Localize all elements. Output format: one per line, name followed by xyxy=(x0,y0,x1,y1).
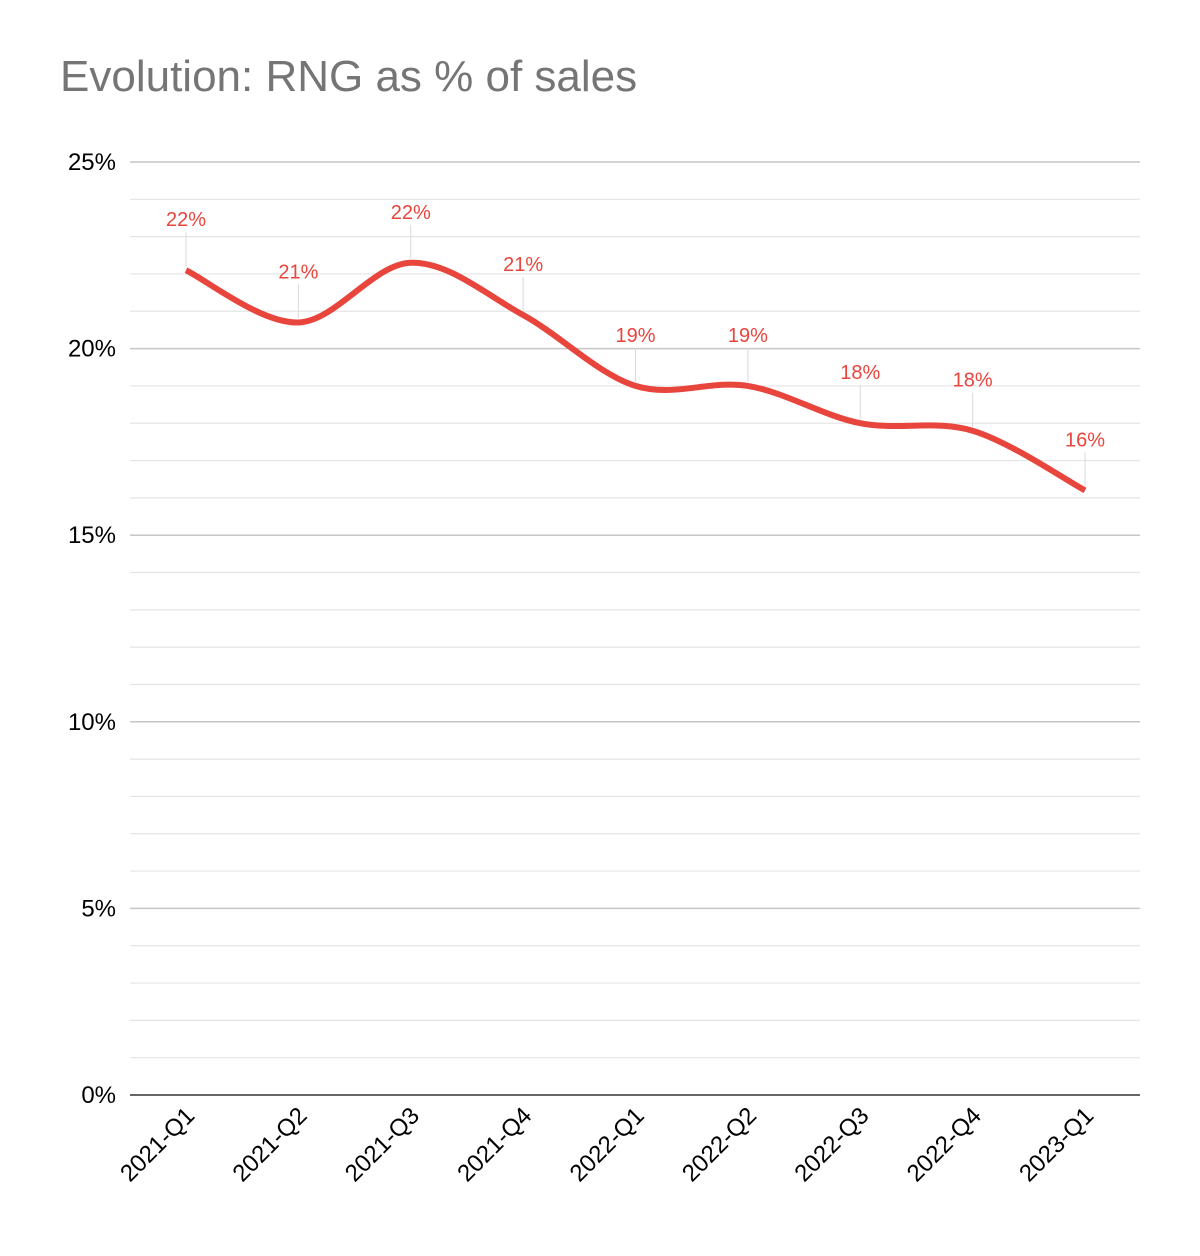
data-label: 18% xyxy=(840,362,880,384)
y-tick-label: 0% xyxy=(81,1082,116,1109)
data-label: 22% xyxy=(391,202,431,224)
x-tick-label: 2021-Q1 xyxy=(115,1102,200,1187)
x-tick-label: 2022-Q2 xyxy=(677,1102,762,1187)
x-tick-label: 2023-Q1 xyxy=(1014,1102,1099,1187)
x-tick-label: 2022-Q4 xyxy=(902,1102,987,1187)
y-tick-label: 15% xyxy=(68,522,116,549)
chart-title: Evolution: RNG as % of sales xyxy=(60,52,638,101)
data-label: 19% xyxy=(728,325,768,347)
gridlines xyxy=(130,161,1140,1096)
x-axis-ticks: 2021-Q1 2021-Q2 2021-Q3 2021-Q4 2022-Q1 2022-… xyxy=(115,1102,1099,1187)
y-tick-label: 5% xyxy=(81,895,116,922)
data-label: 19% xyxy=(615,325,655,347)
x-tick-label: 2021-Q2 xyxy=(227,1102,312,1187)
data-label: 21% xyxy=(503,254,543,276)
y-tick-label: 20% xyxy=(68,336,116,363)
x-tick-label: 2022-Q3 xyxy=(789,1102,874,1187)
series-layer xyxy=(184,259,1087,494)
x-tick-label: 2021-Q3 xyxy=(340,1102,425,1187)
y-axis-ticks: 0% 5% 10% 15% 20% 25% xyxy=(68,149,116,1109)
x-tick-label: 2022-Q1 xyxy=(565,1102,650,1187)
data-label: 16% xyxy=(1065,429,1105,451)
series-line xyxy=(184,259,1087,494)
data-label: 22% xyxy=(166,209,206,231)
data-label-leaders xyxy=(185,224,1086,487)
data-label: 18% xyxy=(953,370,993,392)
x-tick-label: 2021-Q4 xyxy=(452,1102,537,1187)
y-tick-label: 25% xyxy=(68,149,116,176)
data-label: 21% xyxy=(278,261,318,283)
y-tick-label: 10% xyxy=(68,709,116,736)
data-labels: 22% 21% 22% 21% 19% 19% 18% 18% 16% xyxy=(166,202,1105,452)
